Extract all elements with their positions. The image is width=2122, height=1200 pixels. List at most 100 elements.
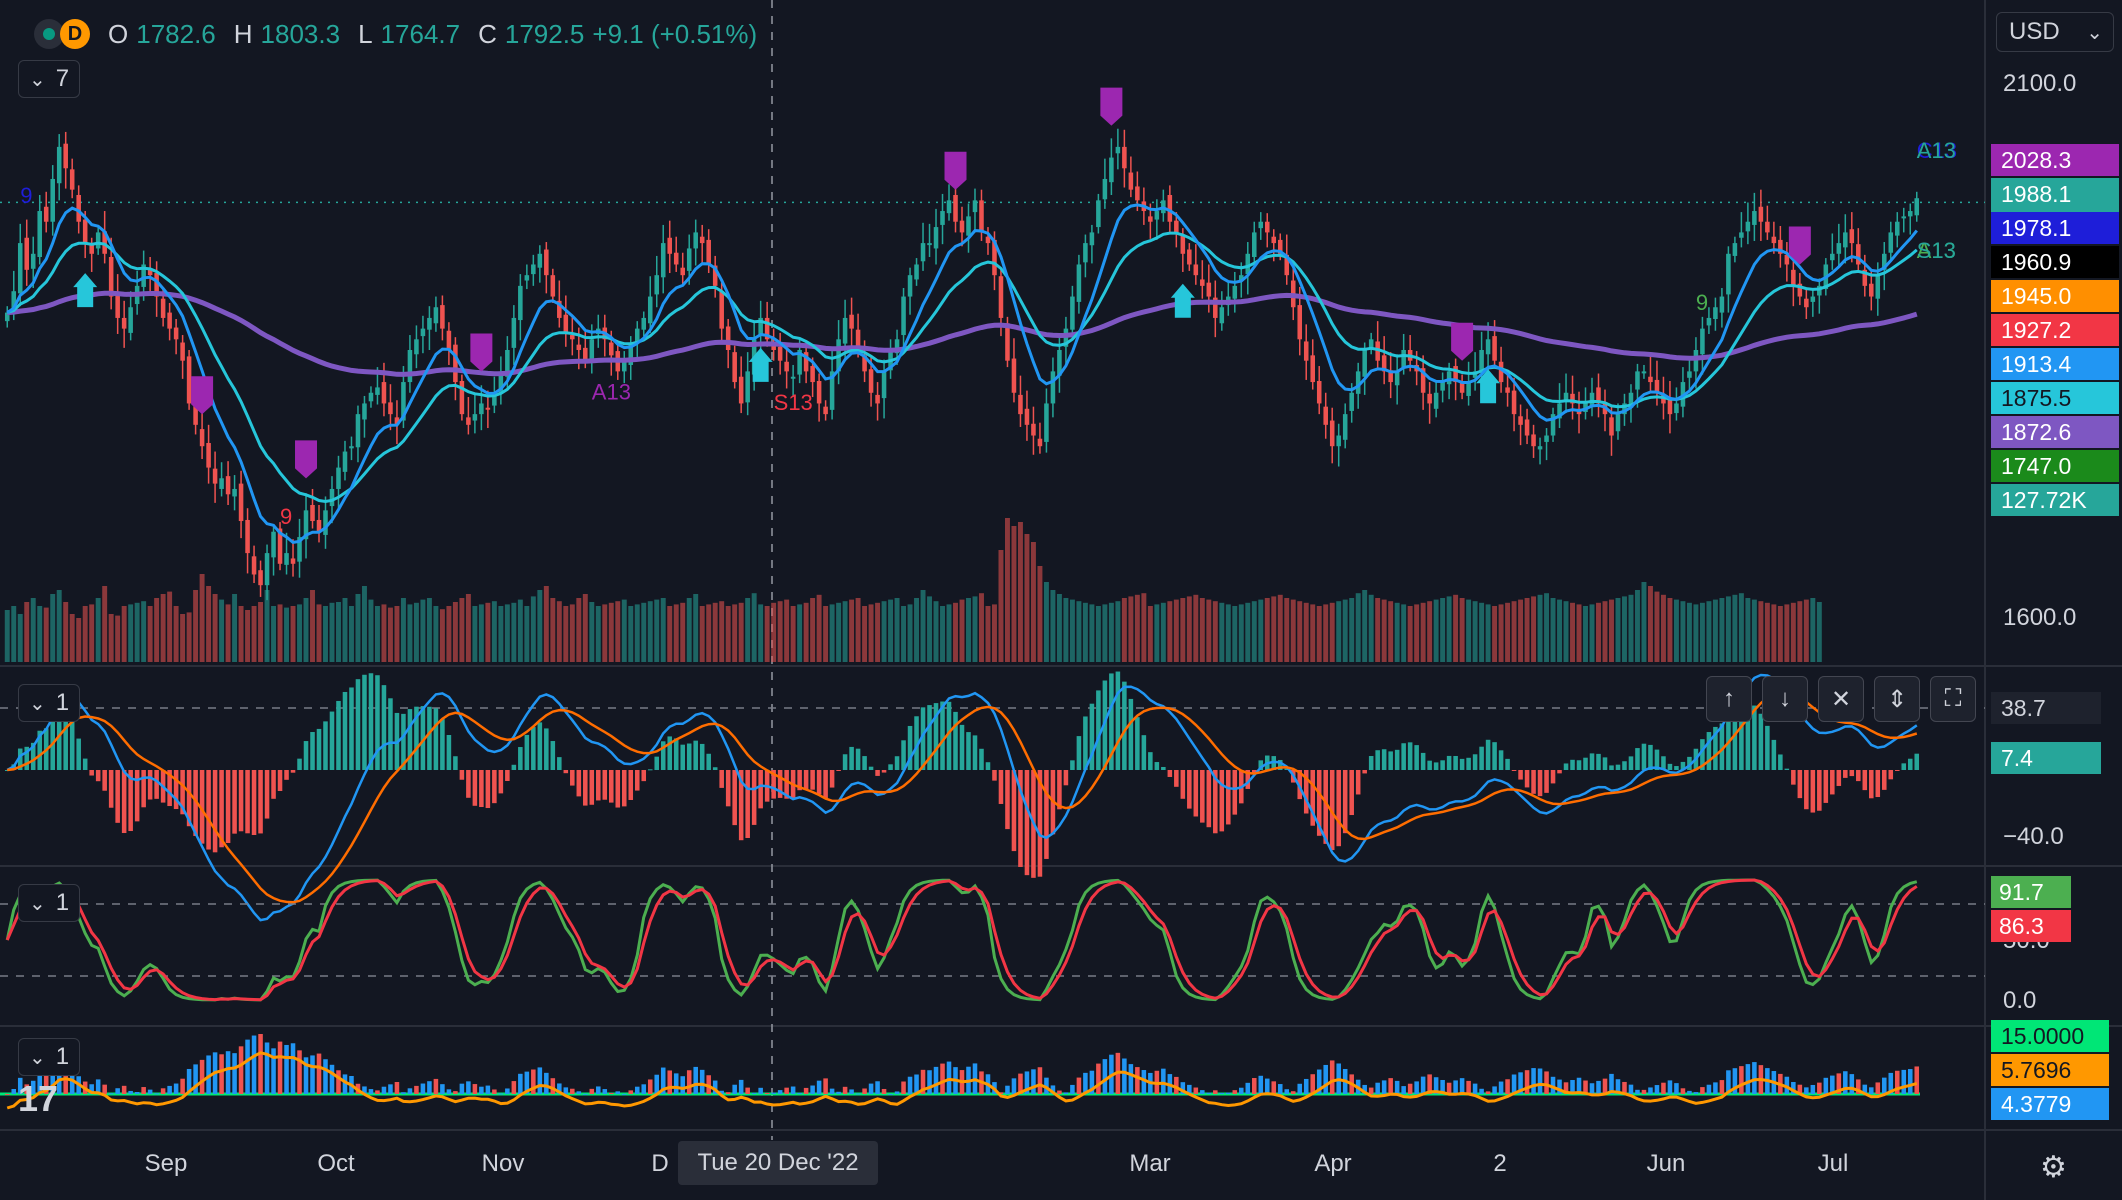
- macd-histogram-bar: [1154, 762, 1160, 770]
- close-pane-button[interactable]: ✕: [1818, 676, 1864, 722]
- maximize-pane-button[interactable]: ⛶: [1930, 676, 1976, 722]
- volume-bar: [1738, 593, 1744, 662]
- volume-bar: [258, 602, 264, 662]
- candle-body: [914, 264, 919, 280]
- volume-bar: [1699, 602, 1705, 662]
- macd-histogram-bar: [719, 770, 724, 788]
- macd-histogram-bar: [1550, 770, 1556, 784]
- volume-bar: [1401, 604, 1407, 662]
- osc-histogram-bar: [160, 1088, 166, 1094]
- candle-body: [634, 328, 640, 342]
- osc-histogram-bar: [1044, 1077, 1049, 1094]
- volume-bar: [238, 606, 244, 662]
- volume-bar: [1381, 599, 1387, 662]
- volume-bar: [43, 607, 49, 662]
- osc-histogram-bar: [1849, 1074, 1855, 1094]
- macd-histogram-bar: [427, 706, 432, 770]
- candle-body: [115, 292, 120, 318]
- osc-histogram-bar: [1628, 1084, 1634, 1094]
- tradingview-logo[interactable]: 17: [18, 1078, 59, 1119]
- candle-body: [355, 414, 361, 448]
- macd-histogram-bar: [505, 770, 510, 781]
- candle-body: [154, 273, 159, 297]
- sell-flag-icon: [470, 333, 493, 372]
- candle-body: [167, 312, 172, 329]
- macd-histogram-bar: [1823, 770, 1829, 803]
- volume-bar: [888, 599, 894, 662]
- macd-histogram-bar: [1213, 770, 1218, 834]
- osc-histogram-bar: [1245, 1082, 1251, 1094]
- volume-bar: [413, 602, 419, 662]
- osc-histogram-bar: [1557, 1079, 1562, 1094]
- macd-histogram-bar: [1018, 770, 1023, 867]
- osc-histogram-bar: [1817, 1082, 1822, 1094]
- collapse-pane-button[interactable]: ⇕: [1874, 676, 1920, 722]
- stoch-pane-collapse-button[interactable]: ⌄ 1: [18, 884, 81, 922]
- candle-body: [576, 344, 582, 350]
- move-pane-up-button[interactable]: ↑: [1706, 676, 1752, 722]
- candle-body: [1810, 296, 1816, 302]
- macd-histogram-bar: [102, 770, 107, 791]
- macd-histogram-bar: [1479, 746, 1484, 770]
- candle-body: [258, 570, 263, 586]
- candle-body: [1706, 317, 1712, 326]
- macd-histogram-bar: [1648, 744, 1653, 770]
- macd-histogram-bar: [1193, 770, 1199, 817]
- crosshair-date-label: Tue 20 Dec '22: [678, 1141, 878, 1185]
- osc-histogram-bar: [1856, 1079, 1861, 1094]
- volume-bar: [1063, 598, 1069, 662]
- volume-bar: [128, 604, 134, 662]
- main-pane-collapse-button[interactable]: ⌄ 7: [18, 60, 81, 98]
- macd-histogram-bar: [95, 770, 101, 782]
- osc-histogram-bar: [297, 1050, 302, 1094]
- volume-bar: [1342, 599, 1348, 662]
- candle-body: [660, 243, 666, 278]
- osc-histogram-bar: [1200, 1090, 1205, 1094]
- candle-body: [1732, 243, 1738, 256]
- volume-bar: [946, 604, 952, 662]
- osc-histogram-bar: [238, 1046, 244, 1094]
- candle-body: [1589, 392, 1595, 406]
- macd-histogram-bar: [797, 770, 802, 791]
- macd-histogram-bar: [1537, 770, 1543, 797]
- candle-body: [790, 376, 796, 379]
- candle-body: [842, 317, 848, 344]
- interval-badge[interactable]: D: [60, 19, 90, 49]
- time-axis-label: Apr: [1314, 1150, 1352, 1177]
- candle-body: [323, 510, 328, 535]
- candle-body: [868, 369, 874, 393]
- macd-histogram-bar: [1472, 754, 1478, 770]
- candle-body: [186, 356, 192, 404]
- candle-body: [1024, 408, 1030, 425]
- macd-pane-collapse-button[interactable]: ⌄ 1: [18, 684, 81, 722]
- osc-histogram-bar: [284, 1044, 289, 1094]
- time-axis-label: Jun: [1646, 1150, 1686, 1177]
- macd-histogram-bar: [1466, 757, 1471, 770]
- candle-body: [1498, 361, 1504, 383]
- volume-bar: [212, 594, 218, 662]
- currency-select[interactable]: USD ⌄: [1996, 12, 2114, 52]
- osc-histogram-bar: [1453, 1080, 1458, 1094]
- osc-histogram-bar: [141, 1087, 146, 1094]
- candle-body: [206, 443, 211, 468]
- volume-bar: [608, 602, 614, 662]
- osc-histogram-bar: [264, 1042, 270, 1094]
- volume-bar: [738, 602, 744, 662]
- osc-histogram-bar: [485, 1085, 491, 1094]
- candle-body: [1797, 283, 1803, 297]
- macd-histogram-bar: [225, 770, 231, 843]
- volume-bar: [141, 601, 147, 662]
- osc-histogram-bar: [1797, 1084, 1803, 1094]
- volume-bar: [1225, 604, 1231, 662]
- osc-histogram-bar: [1219, 1092, 1225, 1094]
- move-pane-down-button[interactable]: ↓: [1762, 676, 1808, 722]
- candle-body: [1180, 235, 1186, 254]
- candle-body: [290, 558, 296, 564]
- osc-histogram-bar: [641, 1084, 647, 1094]
- volume-bar: [1017, 522, 1023, 662]
- osc-pane-collapse-button[interactable]: ⌄ 1: [18, 1038, 81, 1076]
- gear-icon[interactable]: ⚙: [2040, 1151, 2067, 1184]
- candle-body: [849, 314, 854, 329]
- osc-histogram-bar: [946, 1061, 952, 1094]
